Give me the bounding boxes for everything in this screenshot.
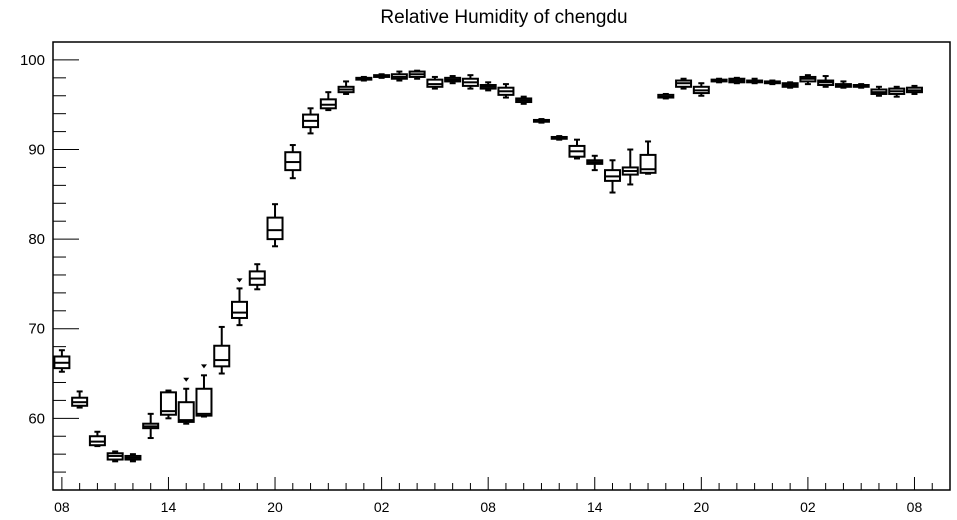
box-item — [426, 75, 444, 90]
box-item — [888, 85, 906, 98]
box-item — [799, 74, 817, 86]
box-item — [568, 138, 586, 160]
box-item — [817, 75, 835, 88]
outlier-point — [236, 278, 243, 283]
box-item — [159, 389, 177, 420]
box-series — [53, 69, 923, 463]
box-item — [692, 82, 710, 97]
box-item — [621, 148, 639, 186]
x-axis: 08 14 20 02 08 14 20 02 08 — [54, 477, 933, 515]
box-item — [284, 144, 302, 180]
x-tick-label: 20 — [267, 499, 283, 515]
y-axis: 60 70 80 90 100 — [20, 41, 79, 491]
y-tick-label: 60 — [28, 410, 45, 427]
box-item — [266, 203, 284, 248]
box-item — [248, 263, 266, 291]
box-item — [124, 453, 142, 463]
x-tick-label: 08 — [480, 499, 496, 515]
box-item — [106, 450, 124, 463]
x-tick-label: 02 — [800, 499, 816, 515]
box-item — [604, 159, 622, 194]
plot-frame — [52, 41, 951, 491]
x-tick-label: 08 — [54, 499, 70, 515]
box-item — [408, 69, 426, 80]
box-body — [159, 391, 177, 416]
box-body — [231, 300, 249, 319]
box-item — [319, 91, 337, 112]
box-item — [497, 83, 515, 99]
box-item — [728, 76, 746, 85]
y-tick-label: 80 — [28, 231, 45, 248]
x-tick-label: 14 — [587, 499, 603, 515]
box-item — [710, 77, 728, 84]
box-item — [373, 73, 391, 79]
box-item — [177, 377, 195, 425]
chart-title: Relative Humidity of chengdu — [380, 7, 627, 28]
box-item — [213, 325, 231, 375]
y-tick-label: 100 — [20, 52, 45, 69]
box-body — [213, 344, 231, 368]
box-item — [746, 77, 764, 85]
box-item — [142, 412, 160, 440]
box-item — [870, 85, 888, 97]
box-item — [195, 364, 213, 418]
box-item — [355, 75, 373, 82]
x-tick-label: 20 — [694, 499, 710, 515]
box-item — [657, 92, 675, 100]
outlier-point — [200, 364, 207, 369]
box-item — [905, 84, 923, 95]
box-item — [781, 81, 799, 89]
box-item — [639, 140, 657, 175]
x-tick-label: 02 — [374, 499, 390, 515]
box-item — [763, 79, 781, 86]
box-item — [586, 154, 604, 172]
box-item — [675, 77, 693, 90]
box-item — [532, 118, 550, 124]
box-item — [834, 80, 852, 89]
x-tick-label: 08 — [907, 499, 923, 515]
box-item — [550, 135, 568, 141]
x-tick-label: 14 — [161, 499, 177, 515]
box-item — [88, 430, 106, 448]
box-item — [390, 70, 408, 82]
box-item — [515, 95, 533, 105]
box-body — [266, 216, 284, 241]
box-item — [302, 107, 320, 135]
box-item — [337, 80, 355, 95]
y-tick-label: 90 — [28, 142, 45, 159]
outlier-point — [183, 377, 190, 382]
box-item — [231, 278, 249, 327]
box-item — [461, 74, 479, 90]
box-item — [53, 349, 71, 373]
box-item — [479, 81, 497, 92]
box-item — [852, 83, 870, 89]
box-body — [195, 387, 213, 417]
box-body — [177, 401, 195, 423]
box-item — [444, 75, 462, 85]
box-item — [71, 390, 89, 409]
y-tick-label: 70 — [28, 321, 45, 338]
